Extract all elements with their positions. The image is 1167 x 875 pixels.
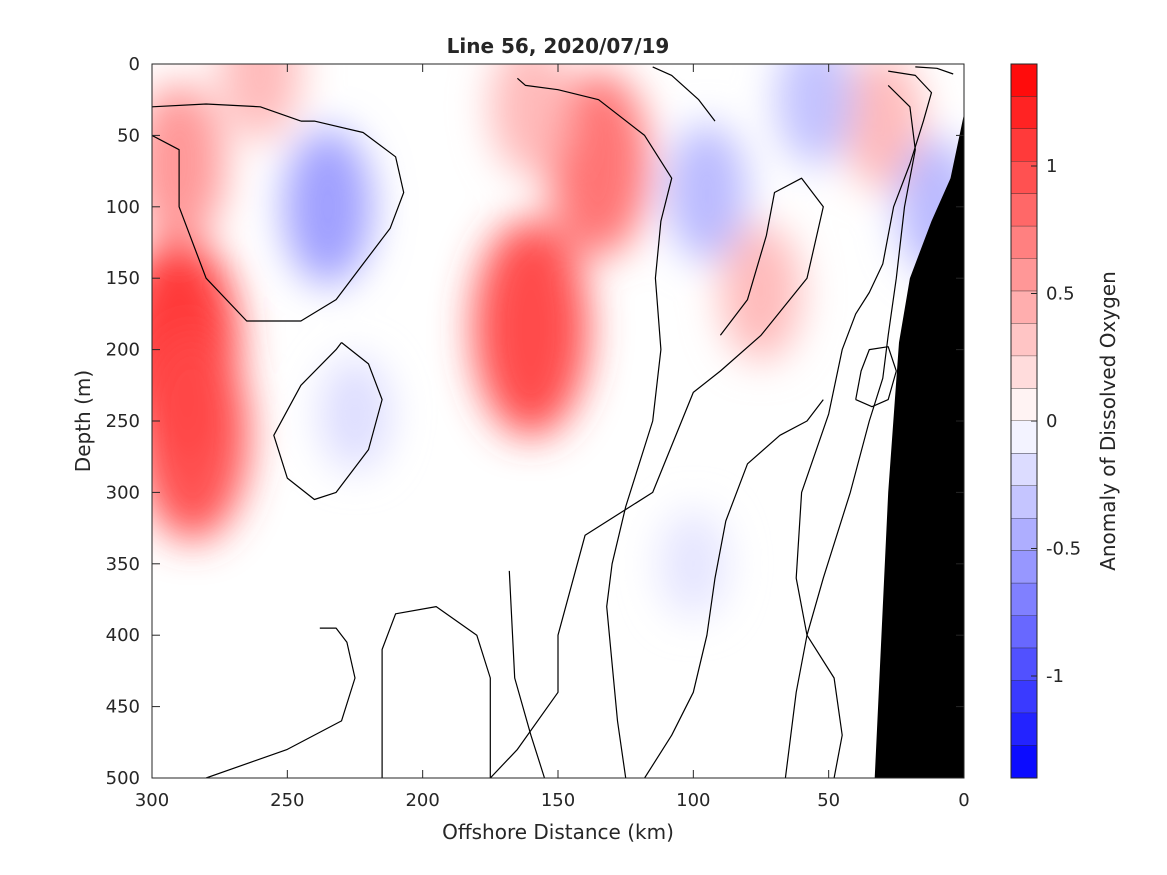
anomaly-blob-1: [152, 330, 249, 541]
x-axis: 300 250 200 150 100 50 0: [135, 64, 970, 811]
colorbar-band: [1011, 291, 1037, 325]
colorbar-band: [1011, 161, 1037, 195]
colorbar-band: [1011, 323, 1037, 357]
zero-contour-line-10: [644, 399, 824, 778]
anomaly-blob-12: [776, 64, 855, 166]
zero-contour-line-7: [489, 177, 824, 778]
colorbar: 1 0.5 0 -0.5 -1: [1010, 63, 1081, 779]
seafloor-mask: [874, 114, 964, 778]
colorbar-band: [1011, 226, 1037, 260]
x-tick-label: 100: [676, 790, 710, 811]
colorbar-band: [1011, 550, 1037, 584]
anomaly-blob-11: [666, 123, 748, 262]
y-tick-label: 400: [106, 625, 140, 646]
colorbar-band: [1011, 615, 1037, 649]
colorbar-tick-label: 1: [1046, 156, 1057, 177]
chart-title: Line 56, 2020/07/19: [447, 34, 670, 58]
colorbar-band: [1011, 713, 1037, 747]
colorbar-band: [1011, 64, 1037, 97]
y-axis: 0 50 100 150 200 250 300 350 400 450 500: [106, 54, 964, 789]
anomaly-blob-9: [283, 128, 373, 285]
zero-contour-line-8: [795, 70, 933, 778]
anomaly-blob-14: [659, 509, 728, 618]
colorbar-band: [1011, 485, 1037, 519]
colorbar-label: Anomaly of Dissolved Oxygen: [1096, 271, 1120, 571]
anomaly-blob-6: [490, 64, 572, 176]
anomaly-blob-5: [547, 70, 650, 257]
y-axis-label: Depth (m): [71, 370, 95, 472]
colorbar-tick-label: -1: [1046, 666, 1064, 687]
zero-contour-line-1: [273, 342, 383, 501]
zero-contour-line-11: [855, 346, 897, 408]
y-tick-label: 100: [106, 197, 140, 218]
y-tick-label: 150: [106, 268, 140, 289]
colorbar-band: [1011, 258, 1037, 292]
colorbar-band: [1011, 356, 1037, 390]
colorbar-band: [1011, 421, 1037, 454]
y-tick-label: 0: [129, 54, 140, 75]
y-tick-label: 450: [106, 697, 140, 718]
zero-contour-line-2: [508, 570, 546, 778]
y-tick-label: 500: [106, 768, 140, 789]
zero-contour-line-3: [205, 627, 356, 778]
anomaly-field: [152, 64, 964, 778]
y-tick-label: 50: [117, 125, 140, 146]
zero-contours: [152, 66, 954, 778]
zero-contour-line-4: [381, 606, 491, 778]
x-tick-label: 50: [817, 790, 840, 811]
colorbar-band: [1011, 680, 1037, 714]
anomaly-blob-3: [219, 64, 301, 141]
x-tick-label: 0: [958, 790, 969, 811]
colorbar-band: [1011, 96, 1037, 130]
colorbar-tick-label: 0: [1046, 411, 1057, 432]
anomaly-blob-10: [319, 356, 391, 471]
zero-contour-line-0: [152, 103, 405, 322]
colorbar-band: [1011, 453, 1037, 487]
y-tick-label: 200: [106, 340, 140, 361]
zero-contour-line-9: [784, 84, 916, 778]
colorbar-band: [1011, 583, 1037, 617]
zero-contour-line-5: [517, 77, 673, 778]
colorbar-band: [1011, 745, 1037, 779]
y-tick-label: 300: [106, 482, 140, 503]
colorbar-tick-label: 0.5: [1046, 284, 1075, 305]
x-tick-label: 150: [541, 790, 575, 811]
colorbar-band: [1011, 193, 1037, 227]
colorbar-tick-label: -0.5: [1046, 539, 1081, 560]
x-tick-label: 200: [405, 790, 439, 811]
anomaly-blob-7: [720, 223, 802, 362]
anomaly-blob-2: [152, 82, 225, 245]
colorbar-band: [1011, 518, 1037, 552]
colorbar-band: [1011, 388, 1037, 422]
zero-contour-line-12: [915, 66, 954, 75]
anomaly-blob-8: [842, 64, 924, 191]
x-tick-label: 250: [270, 790, 304, 811]
y-tick-label: 250: [106, 411, 140, 432]
colorbar-band: [1011, 128, 1037, 162]
anomaly-blob-4: [473, 220, 589, 437]
x-axis-label: Offshore Distance (km): [442, 820, 674, 844]
y-tick-label: 350: [106, 554, 140, 575]
anomaly-blobs: [152, 64, 964, 618]
x-tick-label: 300: [135, 790, 169, 811]
zero-contour-line-6: [652, 66, 716, 122]
